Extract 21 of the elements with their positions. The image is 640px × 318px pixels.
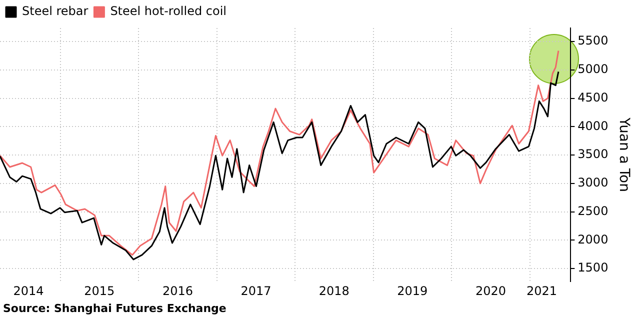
y-tick-label: 2000	[578, 232, 608, 246]
x-tick-label: 2017	[240, 284, 272, 298]
y-tick-label: 3000	[578, 176, 608, 190]
x-tick-label: 2019	[397, 284, 428, 298]
x-tick-label: 2021	[526, 284, 558, 298]
y-tick-label: 5000	[578, 62, 608, 76]
y-tick-label: 4500	[578, 90, 608, 104]
y-tick-label: 3500	[578, 147, 608, 162]
y-axis-title: Yuan a Ton	[616, 116, 632, 192]
source-note: Source: Shanghai Futures Exchange	[2, 302, 228, 316]
y-tick-label: 4000	[578, 118, 608, 133]
y-tick-label: 1500	[578, 260, 608, 275]
legend-label: Steel rebar	[22, 4, 88, 18]
x-tick-label: 2014	[13, 284, 44, 298]
y-tick-label: 2500	[578, 204, 608, 218]
legend-label: Steel hot-rolled coil	[110, 4, 227, 18]
x-tick-label: 2018	[318, 284, 350, 298]
y-tick-label: 5500	[578, 34, 608, 48]
x-tick-label: 2020	[475, 284, 506, 298]
x-tick-label: 2015	[84, 284, 115, 298]
x-tick-label: 2016	[162, 284, 194, 298]
